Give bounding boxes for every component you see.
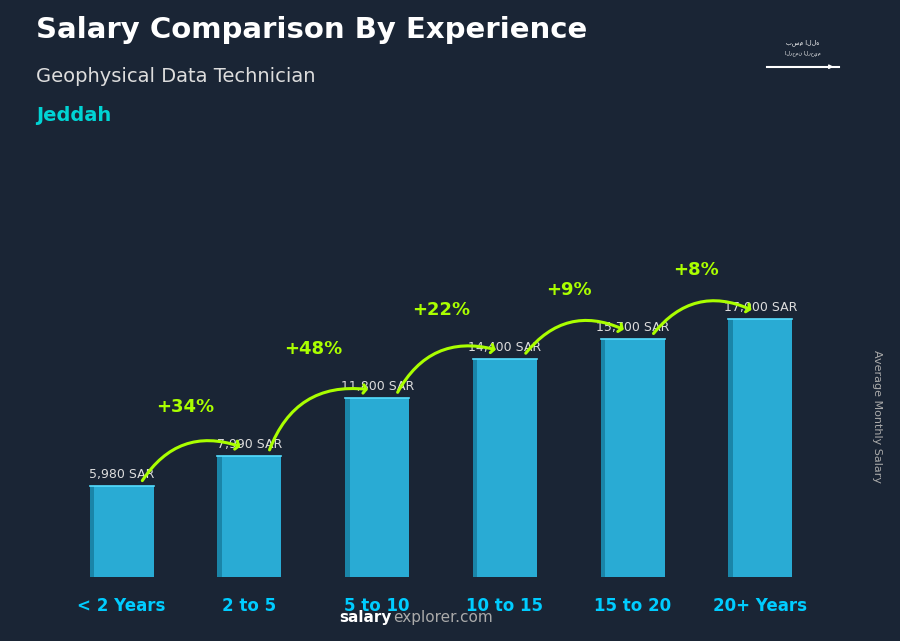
- Text: +9%: +9%: [546, 281, 591, 299]
- Text: 10 to 15: 10 to 15: [466, 597, 544, 615]
- Text: 5,980 SAR: 5,980 SAR: [89, 469, 154, 481]
- Text: Salary Comparison By Experience: Salary Comparison By Experience: [36, 16, 587, 44]
- Text: explorer.com: explorer.com: [393, 610, 493, 625]
- Text: 20+ Years: 20+ Years: [714, 597, 807, 615]
- Text: 15 to 20: 15 to 20: [594, 597, 671, 615]
- Text: 5 to 10: 5 to 10: [345, 597, 410, 615]
- Bar: [218, 456, 222, 577]
- Bar: [472, 359, 477, 577]
- Bar: [600, 339, 664, 577]
- Text: Jeddah: Jeddah: [36, 106, 112, 125]
- Text: +22%: +22%: [412, 301, 470, 319]
- Text: Geophysical Data Technician: Geophysical Data Technician: [36, 67, 316, 87]
- Bar: [472, 359, 536, 577]
- Bar: [600, 339, 605, 577]
- Text: بسم الله: بسم الله: [787, 39, 820, 46]
- Text: 11,800 SAR: 11,800 SAR: [340, 380, 414, 393]
- Text: 15,700 SAR: 15,700 SAR: [596, 321, 670, 334]
- Bar: [346, 398, 350, 577]
- Bar: [728, 319, 733, 577]
- Text: +8%: +8%: [673, 262, 719, 279]
- Text: 2 to 5: 2 to 5: [222, 597, 276, 615]
- Text: 17,000 SAR: 17,000 SAR: [724, 301, 797, 314]
- Bar: [218, 456, 282, 577]
- Bar: [728, 319, 792, 577]
- Bar: [90, 487, 154, 577]
- Text: +48%: +48%: [284, 340, 342, 358]
- Text: 14,400 SAR: 14,400 SAR: [468, 341, 542, 354]
- Text: < 2 Years: < 2 Years: [77, 597, 166, 615]
- Text: Average Monthly Salary: Average Monthly Salary: [872, 350, 883, 483]
- Text: salary: salary: [339, 610, 392, 625]
- Text: +34%: +34%: [157, 398, 214, 416]
- Text: الرحمن الرحيم: الرحمن الرحيم: [786, 51, 821, 56]
- Text: 7,990 SAR: 7,990 SAR: [217, 438, 282, 451]
- Bar: [346, 398, 410, 577]
- Bar: [90, 487, 94, 577]
